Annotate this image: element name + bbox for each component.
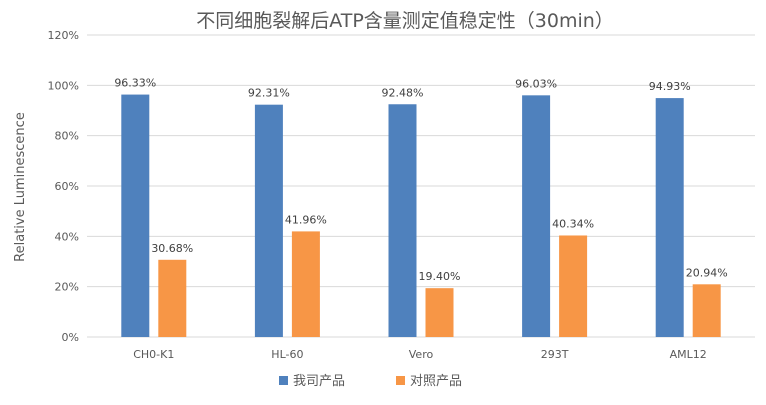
y-tick-label: 120%: [48, 29, 79, 42]
data-label: 92.48%: [382, 86, 424, 99]
bar-ch0-k1-series-1: [121, 94, 150, 337]
legend-swatch: [396, 376, 405, 385]
x-tick-label: Vero: [409, 348, 434, 361]
legend-label: 我司产品: [293, 374, 345, 389]
legend: 我司产品 对照产品: [279, 374, 462, 389]
data-label: 40.34%: [552, 217, 594, 230]
y-axis: 0% 20% 40% 60% 80% 100% 120%: [48, 29, 79, 344]
y-axis-label: Relative Luminescence: [13, 112, 28, 262]
x-tick-label: AML12: [670, 348, 707, 361]
bar-aml12-series-2: [692, 284, 721, 337]
x-tick-label: 293T: [541, 348, 569, 361]
bar-293t-series-1: [522, 95, 551, 338]
bars-layer: [121, 94, 721, 338]
y-tick-label: 20%: [55, 281, 79, 294]
legend-swatch: [279, 376, 288, 385]
data-label: 96.33%: [114, 77, 156, 90]
data-label: 20.94%: [686, 266, 728, 279]
x-axis: CH0-K1 HL-60 Vero 293T AML12: [133, 348, 707, 361]
bar-hl-60-series-1: [254, 104, 283, 338]
data-label: 19.40%: [419, 270, 461, 283]
x-tick-label: CH0-K1: [133, 348, 174, 361]
bar-vero-series-1: [388, 104, 417, 337]
data-label: 92.31%: [248, 87, 290, 100]
bar-hl-60-series-2: [291, 231, 320, 337]
y-tick-label: 100%: [48, 79, 79, 92]
grid-layer: [87, 34, 755, 338]
y-tick-label: 0%: [62, 331, 79, 344]
data-label: 94.93%: [649, 80, 691, 93]
bar-vero-series-2: [425, 288, 454, 337]
y-tick-label: 80%: [55, 130, 79, 143]
x-tick-label: HL-60: [271, 348, 303, 361]
bar-293t-series-2: [559, 235, 588, 337]
y-tick-label: 60%: [55, 180, 79, 193]
data-label: 96.03%: [515, 77, 557, 90]
bar-ch0-k1-series-2: [158, 259, 187, 337]
y-tick-label: 40%: [55, 230, 79, 243]
data-label: 30.68%: [151, 242, 193, 255]
bar-aml12-series-1: [655, 98, 684, 337]
data-labels-layer: 96.33% 30.68% 92.31% 41.96% 92.48% 19.40% 96.0…: [114, 77, 727, 284]
legend-label: 对照产品: [410, 374, 462, 389]
data-label: 41.96%: [285, 213, 327, 226]
chart-title: 不同细胞裂解后ATP含量测定值稳定性（30min）: [196, 10, 614, 32]
